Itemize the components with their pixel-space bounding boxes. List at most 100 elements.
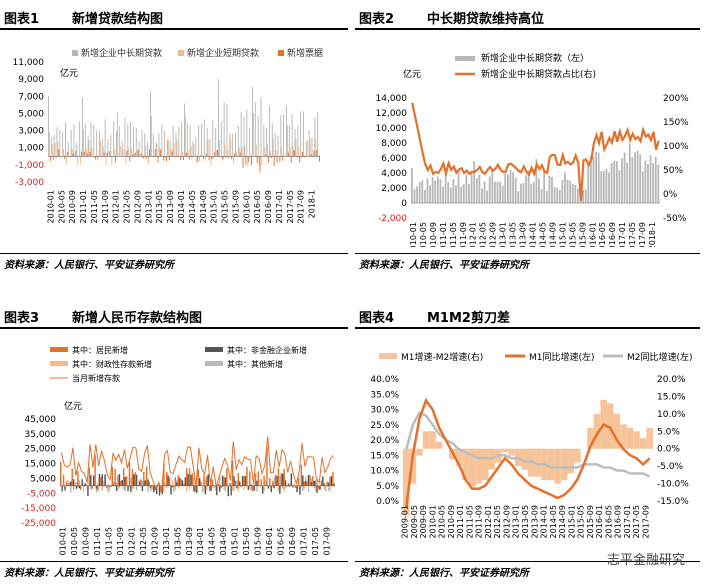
bar: [121, 480, 124, 486]
bar: [147, 479, 149, 486]
bar: [317, 112, 319, 157]
bar: [78, 480, 81, 486]
bar: [92, 475, 95, 486]
bar: [184, 477, 187, 486]
bar: [199, 156, 201, 162]
bar: [118, 485, 121, 489]
bar: [183, 483, 185, 486]
x-tick-label: 2015-09: [231, 190, 240, 223]
bar: [211, 479, 214, 486]
bar: [301, 156, 303, 159]
bar: [87, 135, 89, 157]
x-tick-label: 2011-09: [459, 222, 468, 247]
bar: [234, 153, 235, 157]
bar: [309, 137, 311, 157]
x-tick-label: 2014-01: [540, 505, 549, 538]
x-tick-label: 2011-05: [449, 222, 458, 247]
bar: [566, 179, 569, 203]
chart-title: 新增贷款结构图: [72, 12, 164, 27]
bar: [208, 485, 211, 492]
bar: [190, 474, 192, 486]
area-bar: [534, 448, 542, 477]
bar: [186, 468, 188, 486]
bar: [232, 133, 234, 157]
bar: [112, 481, 115, 486]
x-tick-label: 2013-09: [166, 190, 175, 223]
bar: [155, 141, 157, 157]
bar: [124, 117, 126, 157]
bar: [260, 97, 262, 157]
bar: [286, 105, 287, 157]
bar: [304, 480, 307, 486]
bar: [530, 183, 533, 203]
bar: [312, 156, 314, 158]
unit-label: 亿元: [60, 67, 78, 79]
bar: [175, 133, 177, 157]
x-tick-label: 2015-01: [231, 527, 240, 556]
bar: [172, 125, 174, 157]
bar: [111, 466, 113, 486]
bar: [254, 102, 256, 157]
bar: [223, 476, 225, 486]
area-bar: [620, 424, 627, 449]
bar: [532, 181, 535, 203]
bar: [587, 163, 590, 203]
bar: [282, 485, 284, 489]
bar: [144, 480, 146, 486]
bar: [177, 485, 179, 489]
bar: [68, 156, 70, 158]
x-tick-label: 2013-05: [509, 222, 518, 247]
bar: [251, 484, 254, 486]
x-tick-label: 2011-01: [79, 190, 88, 223]
bar: [298, 146, 300, 157]
bar: [198, 126, 200, 157]
bar: [240, 111, 242, 157]
bar: [214, 152, 216, 157]
panel-title-bar: 图表2 中长期贷款维持高位: [355, 6, 700, 30]
area-bar: [633, 431, 640, 449]
bar: [273, 477, 275, 486]
x-tick-label: 2010-09: [429, 222, 438, 247]
bar: [195, 136, 197, 157]
bar: [290, 156, 292, 163]
x-tick-label: 2013-05: [521, 505, 530, 538]
bar: [426, 178, 429, 203]
y-tick-label: 11,000: [13, 58, 45, 68]
bar: [161, 124, 163, 157]
bar: [194, 485, 197, 492]
bar: [311, 137, 313, 157]
area-bar: [593, 413, 601, 449]
x-tick-label: 2015-05: [221, 190, 230, 223]
bar: [273, 156, 275, 166]
bar: [141, 129, 143, 157]
bar: [243, 116, 245, 157]
bar: [256, 156, 258, 164]
bar: [279, 156, 281, 162]
x-tick-label: 2013-09: [519, 222, 528, 247]
bar: [307, 485, 310, 493]
bar: [97, 156, 99, 161]
area-bar: [646, 427, 653, 449]
x-tick-label: 2016-09: [608, 222, 617, 247]
bar: [94, 455, 96, 486]
bar: [91, 147, 93, 157]
bar: [253, 485, 255, 492]
bar: [73, 124, 75, 157]
bar: [423, 189, 426, 203]
bar: [320, 480, 323, 486]
bar: [296, 156, 298, 158]
bar: [189, 124, 191, 157]
bar: [263, 475, 265, 486]
y-tick-label: 35,000: [25, 430, 57, 440]
bar: [478, 174, 481, 203]
bar: [117, 485, 119, 492]
bar: [316, 485, 318, 493]
bar: [128, 461, 131, 486]
bar: [506, 174, 509, 203]
bar: [431, 176, 434, 203]
bar: [62, 131, 64, 157]
bar: [54, 142, 56, 157]
bar: [436, 176, 439, 203]
bar: [200, 481, 202, 486]
x-tick-label: 2010-05: [419, 222, 428, 247]
